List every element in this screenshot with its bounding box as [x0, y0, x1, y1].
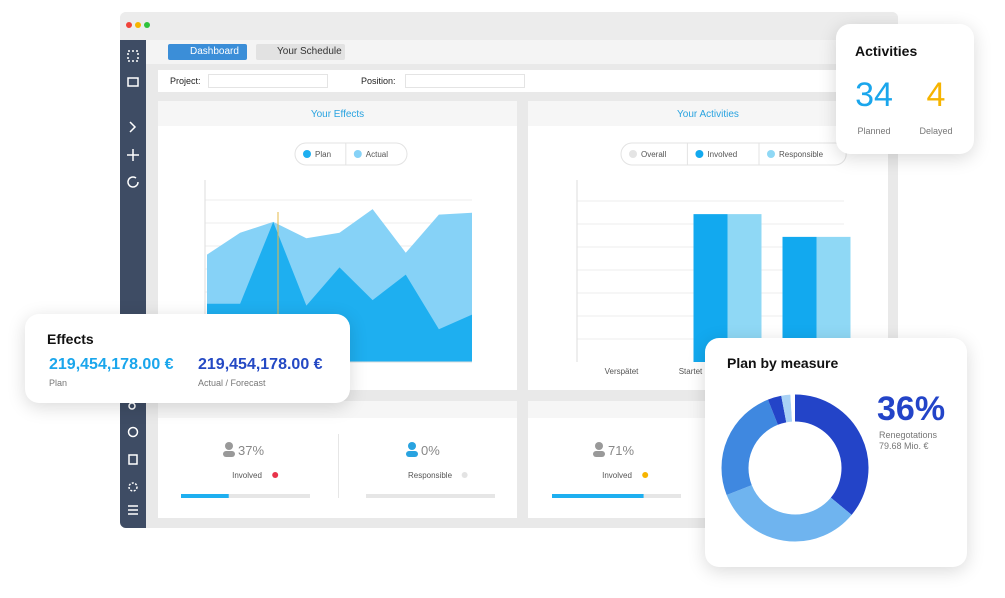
- legend-swatch: [767, 150, 775, 158]
- status-dot: [642, 472, 649, 478]
- filter-label: Position:: [361, 76, 396, 86]
- legend-swatch: [629, 150, 637, 158]
- legend: Plan Actual: [294, 142, 408, 166]
- grid-icon[interactable]: [127, 50, 139, 62]
- legend-label: Responsible: [779, 150, 824, 159]
- people-icon: [406, 442, 418, 457]
- kpi-label: Delayed: [919, 126, 953, 136]
- icon-body: [223, 451, 235, 457]
- amount: 219,454,178.00 €: [198, 356, 323, 373]
- card-title: Activities: [855, 43, 918, 59]
- max-dot[interactable]: [144, 22, 150, 28]
- donut-segment: [781, 394, 793, 423]
- menu-icon[interactable]: [128, 505, 138, 515]
- donut-segment: [767, 395, 787, 425]
- add-icon[interactable]: [127, 149, 139, 161]
- legend-swatch: [303, 150, 311, 158]
- divider: [338, 434, 339, 498]
- x-tick-label: Verspätet: [605, 367, 640, 376]
- panel-header: Your Activities: [528, 101, 888, 126]
- status-dot: [272, 472, 279, 478]
- progress-track: [366, 494, 495, 498]
- filter-input[interactable]: [208, 74, 328, 88]
- card-title: Effects: [47, 331, 94, 347]
- legend-swatch: [353, 150, 362, 158]
- bar: [727, 214, 762, 362]
- kpi-value: 34: [855, 76, 893, 114]
- kpi-name: Involved: [232, 471, 262, 480]
- progress-track: [181, 494, 310, 498]
- amount-label: Actual / Forecast: [198, 378, 266, 388]
- progress-fill: [552, 494, 644, 498]
- kpi-label: Planned: [857, 126, 891, 136]
- refresh-icon[interactable]: [127, 176, 139, 188]
- panel-header: [158, 401, 517, 418]
- highlight-amount: 79.68 Mio. €: [879, 441, 929, 451]
- donut-segment: [721, 399, 779, 496]
- panel: [158, 401, 517, 518]
- tab[interactable]: Dashboard: [168, 44, 247, 60]
- icon-head: [225, 442, 233, 450]
- help-icon[interactable]: [127, 426, 139, 438]
- legend-box: [294, 142, 408, 166]
- people-icon: [223, 442, 235, 457]
- amount: 219,454,178.00 €: [49, 356, 174, 373]
- status-dot: [461, 472, 468, 478]
- highlight-name: Renegotations: [879, 430, 938, 440]
- filter-input[interactable]: [405, 74, 525, 88]
- icon-head: [408, 442, 416, 450]
- highlight-value: 36%: [877, 390, 946, 428]
- title-bar: [120, 12, 898, 40]
- activities-card: Activities 34 4 Planned Delayed: [836, 24, 974, 154]
- legend-label: Involved: [707, 150, 737, 159]
- kpi-percent: 71%: [608, 443, 634, 458]
- icon-body: [593, 451, 605, 457]
- legend-label: Actual: [366, 150, 388, 159]
- kpi-value: 4: [926, 76, 946, 114]
- legend-label: Plan: [315, 150, 331, 159]
- close-dot[interactable]: [126, 22, 132, 28]
- bar: [693, 214, 728, 362]
- filter-bar: Project: Position:: [158, 70, 888, 92]
- settings-icon[interactable]: [128, 482, 138, 492]
- legend-label: Overall: [641, 150, 667, 159]
- toolbar: Dashboard Your Schedule: [146, 40, 898, 64]
- kpi-name: Responsible: [408, 471, 453, 480]
- folder-icon[interactable]: [127, 77, 139, 87]
- sidebar: [120, 40, 146, 528]
- donut-segment: [794, 394, 869, 515]
- legend: Overall Involved Responsible: [620, 142, 847, 166]
- legend-swatch: [695, 150, 704, 158]
- panel-header: Your Effects: [158, 101, 517, 126]
- kpi-name: Involved: [602, 471, 632, 480]
- card-title: Plan by measure: [727, 355, 839, 371]
- plan-card: Plan by measure 36% Renegotations 79.68 …: [705, 338, 967, 567]
- donut-segment: [726, 484, 852, 542]
- kpi-percent: 37%: [238, 443, 264, 458]
- kpi-percent: 0%: [421, 443, 440, 458]
- min-dot[interactable]: [135, 22, 141, 28]
- amount-label: Plan: [49, 378, 68, 388]
- effects-card: Effects 219,454,178.00 € 219,454,178.00 …: [25, 314, 350, 403]
- legend-box: [620, 142, 847, 166]
- x-tick-label: Startet: [679, 367, 703, 376]
- tab[interactable]: Your Schedule: [256, 44, 345, 60]
- donut: [721, 394, 869, 542]
- delete-icon[interactable]: [128, 454, 138, 465]
- expand-icon[interactable]: [129, 121, 137, 133]
- panel-title: Your Effects: [310, 109, 365, 120]
- search-icon[interactable]: [128, 402, 136, 410]
- panel-title: Your Activities: [677, 109, 739, 120]
- icon-body: [406, 451, 418, 457]
- filter-label: Project:: [170, 76, 201, 86]
- progress-fill: [181, 494, 229, 498]
- sidebar-icons: [127, 50, 139, 515]
- people-icon: [593, 442, 605, 457]
- icon-head: [595, 442, 603, 450]
